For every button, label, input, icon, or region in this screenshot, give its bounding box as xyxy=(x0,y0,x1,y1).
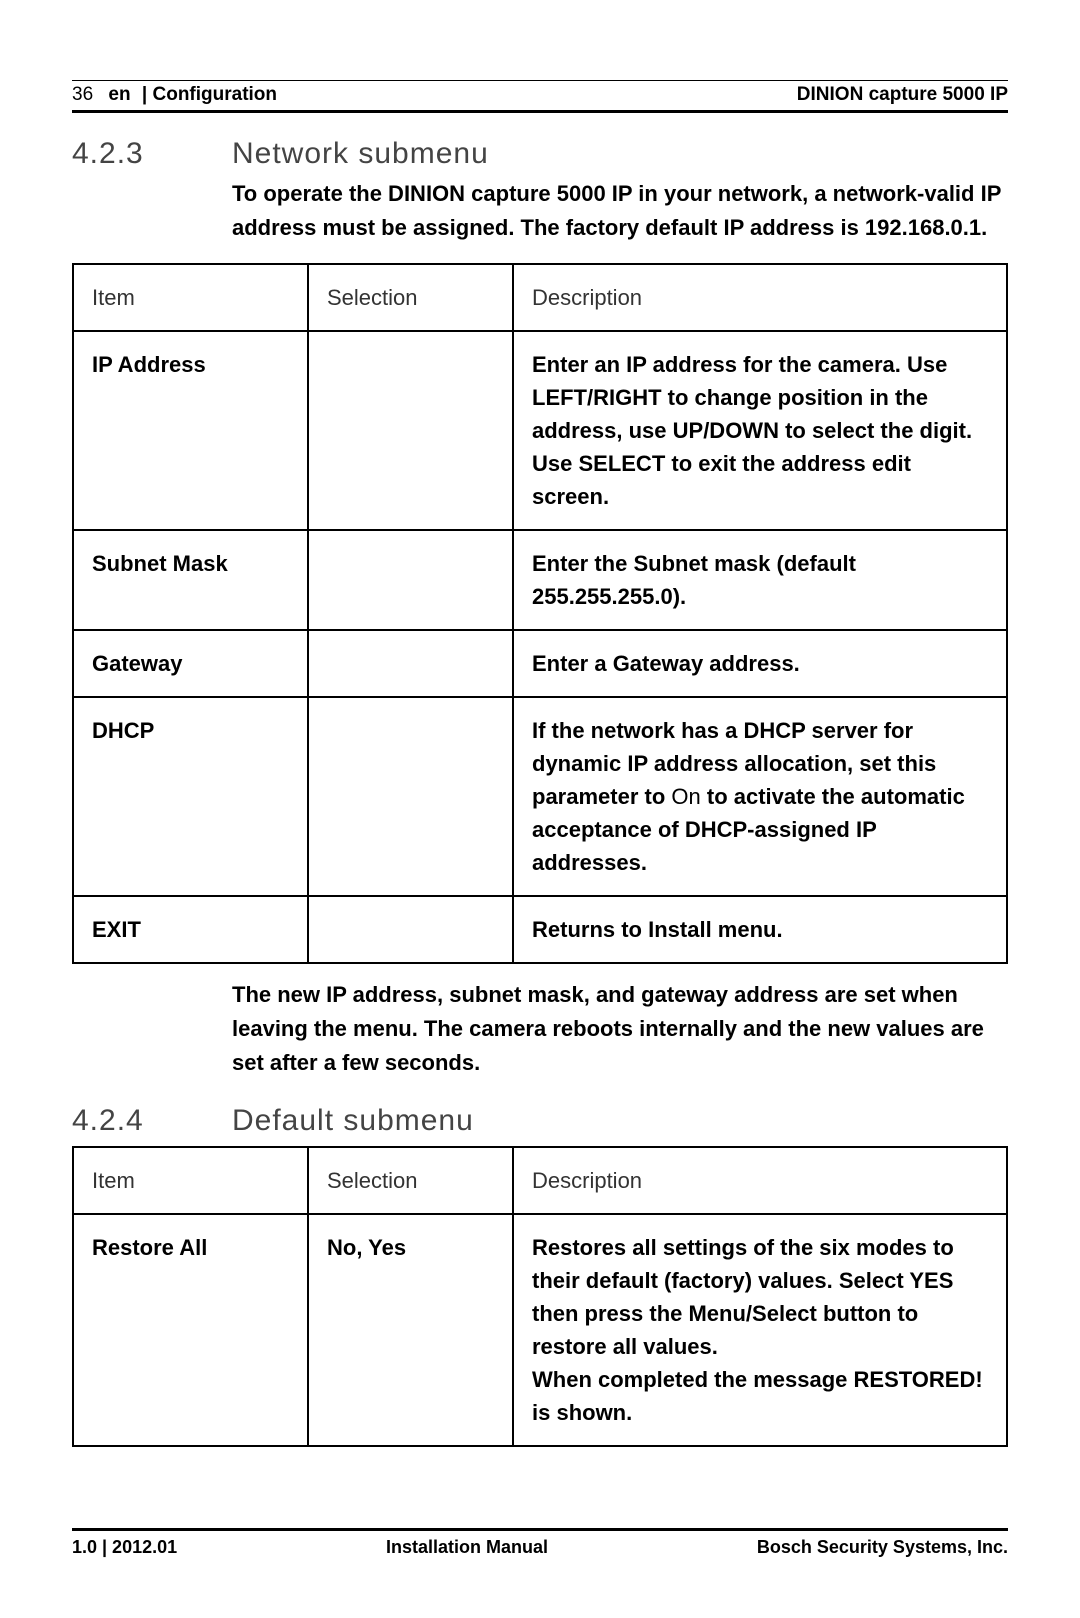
running-footer: 1.0 | 2012.01 Installation Manual Bosch … xyxy=(72,1533,1008,1558)
section-424-title: Default submenu xyxy=(232,1104,474,1138)
cell-item: EXIT xyxy=(73,896,308,963)
section-423-intro: To operate the DINION capture 5000 IP in… xyxy=(232,177,1008,245)
cell-selection xyxy=(308,331,513,530)
cell-item: DHCP xyxy=(73,697,308,896)
header-left: 36 en | Configuration xyxy=(72,84,277,106)
col-description: Description xyxy=(513,264,1007,331)
header-language: en xyxy=(108,84,130,105)
cell-item: Gateway xyxy=(73,630,308,697)
cell-item: IP Address xyxy=(73,331,308,530)
dhcp-desc-em: On xyxy=(671,784,700,809)
section-423-number: 4.2.3 xyxy=(72,137,232,171)
col-selection: Selection xyxy=(308,1147,513,1214)
page-number: 36 xyxy=(72,84,93,105)
col-item: Item xyxy=(73,264,308,331)
cell-description: If the network has a DHCP server for dyn… xyxy=(513,697,1007,896)
section-423-title: Network submenu xyxy=(232,137,489,171)
col-item: Item xyxy=(73,1147,308,1214)
cell-selection xyxy=(308,896,513,963)
cell-selection xyxy=(308,530,513,630)
footer-doc-title: Installation Manual xyxy=(386,1537,548,1558)
table-row: DHCP If the network has a DHCP server fo… xyxy=(73,697,1007,896)
section-424-heading: 4.2.4 Default submenu xyxy=(72,1104,1008,1138)
header-chapter: | Configuration xyxy=(142,84,277,105)
table-row: Restore All No, Yes Restores all setting… xyxy=(73,1214,1007,1446)
running-header: 36 en | Configuration DINION capture 500… xyxy=(72,84,1008,110)
cell-description: Enter the Subnet mask (default 255.255.2… xyxy=(513,530,1007,630)
cell-selection: No, Yes xyxy=(308,1214,513,1446)
cell-selection xyxy=(308,630,513,697)
cell-selection xyxy=(308,697,513,896)
page-footer-wrap: 1.0 | 2012.01 Installation Manual Bosch … xyxy=(72,1508,1008,1558)
footer-rule-thick xyxy=(72,1528,1008,1531)
default-submenu-table: Item Selection Description Restore All N… xyxy=(72,1146,1008,1447)
table-header-row: Item Selection Description xyxy=(73,1147,1007,1214)
section-423-after-text: The new IP address, subnet mask, and gat… xyxy=(232,978,1008,1080)
footer-company: Bosch Security Systems, Inc. xyxy=(757,1537,1008,1558)
cell-item: Restore All xyxy=(73,1214,308,1446)
col-description: Description xyxy=(513,1147,1007,1214)
header-rule-thick xyxy=(72,110,1008,113)
cell-description: Restores all settings of the six modes t… xyxy=(513,1214,1007,1446)
section-423-heading: 4.2.3 Network submenu xyxy=(72,137,1008,171)
table-row: Subnet Mask Enter the Subnet mask (defau… xyxy=(73,530,1007,630)
cell-description: Enter an IP address for the camera. Use … xyxy=(513,331,1007,530)
col-selection: Selection xyxy=(308,264,513,331)
cell-description: Enter a Gateway address. xyxy=(513,630,1007,697)
footer-version-date: 1.0 | 2012.01 xyxy=(72,1537,177,1558)
section-424-number: 4.2.4 xyxy=(72,1104,232,1138)
header-product: DINION capture 5000 IP xyxy=(797,84,1008,106)
table-row: EXIT Returns to Install menu. xyxy=(73,896,1007,963)
network-submenu-table: Item Selection Description IP Address En… xyxy=(72,263,1008,964)
table-row: IP Address Enter an IP address for the c… xyxy=(73,331,1007,530)
cell-item: Subnet Mask xyxy=(73,530,308,630)
cell-description: Returns to Install menu. xyxy=(513,896,1007,963)
table-header-row: Item Selection Description xyxy=(73,264,1007,331)
table-row: Gateway Enter a Gateway address. xyxy=(73,630,1007,697)
